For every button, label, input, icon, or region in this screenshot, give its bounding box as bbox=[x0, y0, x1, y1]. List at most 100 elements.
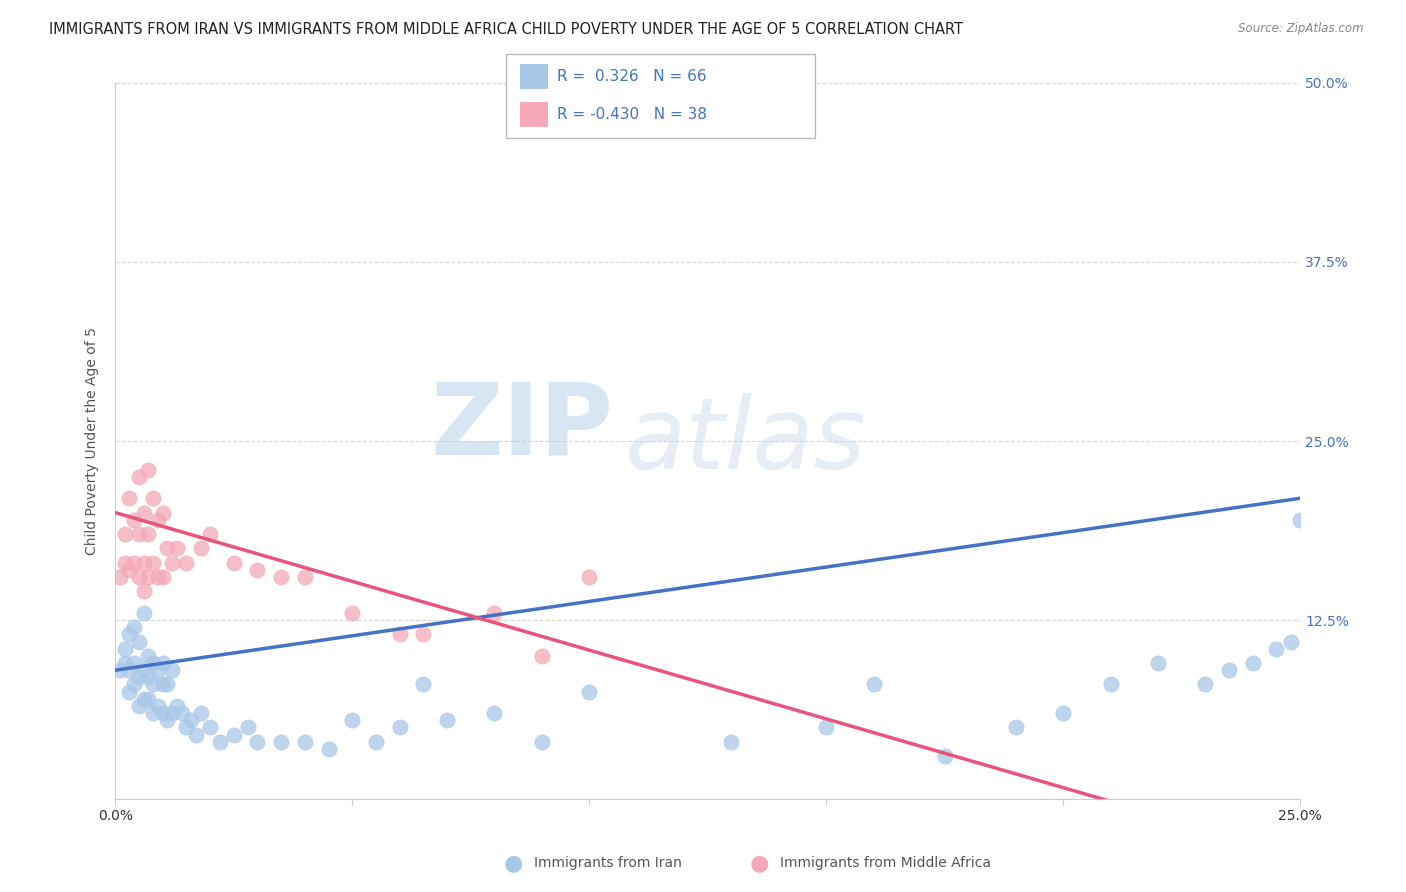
Point bbox=[720, 735, 742, 749]
Text: R = -0.430   N = 38: R = -0.430 N = 38 bbox=[557, 107, 707, 121]
Point bbox=[246, 563, 269, 577]
Point bbox=[114, 656, 136, 670]
Point bbox=[142, 556, 165, 570]
Point bbox=[138, 648, 160, 663]
Point bbox=[152, 706, 174, 720]
Y-axis label: Child Poverty Under the Age of 5: Child Poverty Under the Age of 5 bbox=[86, 327, 100, 555]
Point bbox=[198, 527, 221, 541]
Point bbox=[294, 570, 316, 584]
Point bbox=[146, 698, 169, 713]
Point bbox=[160, 556, 183, 570]
Point bbox=[198, 721, 221, 735]
Point bbox=[484, 706, 506, 720]
Point bbox=[108, 570, 131, 584]
Point bbox=[342, 606, 364, 620]
Point bbox=[160, 706, 183, 720]
Point bbox=[388, 627, 411, 641]
Point bbox=[146, 570, 169, 584]
Point bbox=[138, 527, 160, 541]
Point bbox=[1099, 677, 1122, 691]
Point bbox=[156, 677, 179, 691]
Point bbox=[122, 656, 145, 670]
Point bbox=[152, 570, 174, 584]
Point bbox=[578, 684, 600, 698]
Point bbox=[436, 713, 458, 727]
Point bbox=[364, 735, 387, 749]
Point bbox=[118, 663, 141, 677]
Point bbox=[142, 677, 165, 691]
Point bbox=[118, 563, 141, 577]
Point bbox=[142, 491, 165, 506]
Point bbox=[122, 620, 145, 634]
Point bbox=[152, 506, 174, 520]
Point bbox=[132, 606, 155, 620]
Text: atlas: atlas bbox=[624, 392, 866, 490]
Point bbox=[114, 556, 136, 570]
Point bbox=[180, 713, 202, 727]
Point bbox=[934, 749, 956, 764]
Point bbox=[1289, 513, 1312, 527]
Point bbox=[1004, 721, 1026, 735]
Point bbox=[132, 584, 155, 599]
Point bbox=[176, 721, 198, 735]
Point bbox=[138, 570, 160, 584]
Point bbox=[128, 634, 150, 648]
Point bbox=[122, 556, 145, 570]
Point bbox=[128, 670, 150, 684]
Point bbox=[118, 684, 141, 698]
Point bbox=[318, 742, 340, 756]
Point bbox=[152, 677, 174, 691]
Point bbox=[484, 606, 506, 620]
Point bbox=[122, 513, 145, 527]
Point bbox=[152, 656, 174, 670]
Point bbox=[160, 663, 183, 677]
Point bbox=[815, 721, 838, 735]
Text: ZIP: ZIP bbox=[430, 378, 613, 475]
Point bbox=[128, 698, 150, 713]
Point bbox=[190, 541, 212, 556]
Point bbox=[142, 706, 165, 720]
Point bbox=[294, 735, 316, 749]
Point bbox=[138, 670, 160, 684]
Point bbox=[530, 648, 553, 663]
Point bbox=[146, 663, 169, 677]
Point bbox=[222, 556, 245, 570]
Point bbox=[166, 698, 188, 713]
Point bbox=[222, 728, 245, 742]
Point bbox=[1279, 634, 1302, 648]
Point bbox=[132, 556, 155, 570]
Point bbox=[132, 691, 155, 706]
Point bbox=[246, 735, 269, 749]
Point bbox=[1052, 706, 1074, 720]
Point bbox=[176, 556, 198, 570]
Text: Immigrants from Iran: Immigrants from Iran bbox=[534, 856, 682, 871]
Point bbox=[114, 641, 136, 656]
Point bbox=[170, 706, 193, 720]
Text: Source: ZipAtlas.com: Source: ZipAtlas.com bbox=[1239, 22, 1364, 36]
Point bbox=[1194, 677, 1216, 691]
Point bbox=[128, 527, 150, 541]
Point bbox=[412, 627, 434, 641]
Point bbox=[1147, 656, 1170, 670]
Point bbox=[138, 691, 160, 706]
Point bbox=[236, 721, 259, 735]
Point bbox=[1265, 641, 1288, 656]
Point bbox=[190, 706, 212, 720]
Point bbox=[132, 663, 155, 677]
Point bbox=[530, 735, 553, 749]
Point bbox=[270, 735, 292, 749]
Point bbox=[270, 570, 292, 584]
Point bbox=[166, 541, 188, 556]
Text: Immigrants from Middle Africa: Immigrants from Middle Africa bbox=[780, 856, 991, 871]
Point bbox=[128, 570, 150, 584]
Point bbox=[156, 541, 179, 556]
Point bbox=[142, 656, 165, 670]
Text: R =  0.326   N = 66: R = 0.326 N = 66 bbox=[557, 70, 706, 84]
Point bbox=[114, 527, 136, 541]
Point bbox=[208, 735, 231, 749]
Text: IMMIGRANTS FROM IRAN VS IMMIGRANTS FROM MIDDLE AFRICA CHILD POVERTY UNDER THE AG: IMMIGRANTS FROM IRAN VS IMMIGRANTS FROM … bbox=[49, 22, 963, 37]
Point bbox=[388, 721, 411, 735]
Text: ●: ● bbox=[503, 854, 523, 873]
Point bbox=[108, 663, 131, 677]
Point bbox=[138, 463, 160, 477]
